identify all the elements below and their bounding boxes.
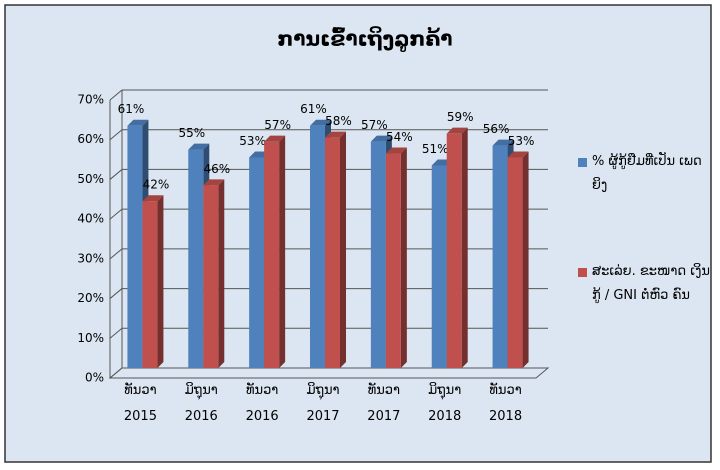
x-tick-label: ທັນວາ 2017 [367,383,401,424]
chart-title: ການເຂົ້າເຖິງລູກຄ້າ [277,27,452,53]
bar-top [142,195,164,202]
bar [370,141,386,368]
bar [127,125,143,368]
legend-swatch [578,158,587,167]
y-tick-label: 0% [85,371,104,385]
x-tick-label: ມິຖຸນາ 2016 [184,383,218,424]
bar [264,141,280,368]
y-tick-label: 50% [77,172,104,186]
data-label: 53% [508,134,535,148]
y-tick-label: 10% [77,331,104,345]
data-label: 61% [118,102,145,116]
data-label: 59% [447,110,474,124]
data-label: 53% [239,134,266,148]
bar-top [507,151,529,158]
bar [310,125,325,368]
grid-tick [109,248,123,260]
data-label: 54% [386,130,413,144]
bar-side [340,131,346,368]
x-tick-label: ທັນວາ 2016 [245,383,279,424]
bar-side [522,151,529,368]
bar [446,133,462,368]
legend-label: % ຜູ້ກູ້ຢືມທີ່ເປັນ ເພດຍິງ [592,154,702,193]
chart-frame [4,4,712,463]
grid-tick [109,169,123,180]
grid-tick [109,89,123,101]
bar-side [218,179,225,368]
y-tick-label: 40% [77,212,104,226]
x-tick-label: ທັນວາ 2018 [489,383,523,424]
bar-side [279,135,286,368]
bar-side [400,147,407,368]
data-label: 57% [264,118,291,132]
bar [249,157,265,368]
x-tick-label: ທັນວາ 2015 [123,383,157,424]
floor [108,367,550,379]
bar [507,157,523,368]
bar [492,145,508,368]
data-label: 57% [361,118,388,132]
bar [142,201,158,368]
bar [203,185,219,368]
x-tick-label: ມິຖຸນາ 2017 [306,383,340,424]
x-tick-label: ມິຖຸນາ 2018 [428,383,462,424]
bar [385,153,401,368]
data-label: 58% [325,114,352,128]
bar-top [127,119,149,126]
data-label: 51% [422,142,449,156]
y-tick-label: 60% [77,132,104,146]
bar [188,149,204,368]
bar-top [385,147,407,154]
bar [431,165,447,368]
bar-top [325,131,346,138]
bar-top [203,179,225,186]
y-tick-label: 20% [77,291,104,305]
bar [325,137,340,368]
grid-tick [109,129,123,141]
grid-tick [109,288,123,299]
data-label: 42% [143,178,170,192]
bar-top [370,135,392,142]
data-label: 46% [203,162,230,176]
bar-side [461,127,468,368]
data-label: 61% [300,102,327,116]
bar-top [310,119,331,126]
legend-label: ສະເລ່ຍ. ຂະໜາດ ເງິນກູ້ / GNI ຕໍ່ຫົວ ຄົນ [592,264,710,303]
bar-top [188,143,210,150]
bar-top [492,139,514,146]
y-tick-label: 70% [77,93,104,107]
y-tick-label: 30% [77,251,104,265]
data-label: 56% [483,122,510,136]
legend-swatch [578,268,587,277]
bar-top [446,127,468,134]
grid-tick [109,367,123,379]
data-label: 55% [178,126,205,140]
grid-tick [109,208,123,220]
bar-side [157,195,164,368]
bar-top [264,135,286,142]
grid-tick [109,327,123,339]
